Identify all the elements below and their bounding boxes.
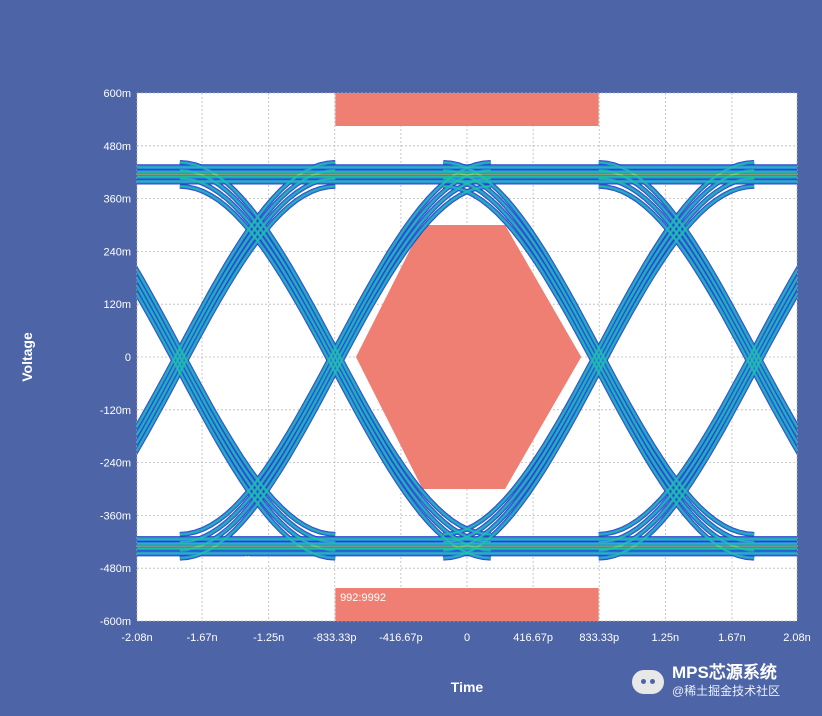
mask-center-hexagon <box>355 225 582 489</box>
x-tick-label: -416.67p <box>379 632 422 644</box>
watermark-sub: @稀土掘金技术社区 <box>672 684 781 698</box>
mask-bottom-bar <box>335 588 599 621</box>
eye-trace-falling <box>137 285 336 551</box>
x-tick-label: -1.67n <box>186 632 217 644</box>
eye-trace-falling <box>598 169 797 436</box>
eye-trace-falling <box>179 177 491 551</box>
y-tick-labels: 600m 480m 360m 240m 120m 0 -120m -240m -360m -480… <box>100 88 131 628</box>
mask-top-bar <box>335 93 599 126</box>
eye-trace-falling <box>179 161 491 535</box>
chart-annotation: Eye All Pass <box>216 555 278 567</box>
chart-annotation: 992:9992 <box>340 592 386 604</box>
x-tick-label: 1.25n <box>652 632 680 644</box>
x-tick-label: 2.08n <box>783 632 811 644</box>
eye-trace-falling <box>179 185 491 559</box>
eye-trace-falling <box>443 185 755 559</box>
y-tick-label: -120m <box>100 405 131 417</box>
y-tick-label: 240m <box>103 246 131 258</box>
x-tick-label: 0 <box>464 632 470 644</box>
x-tick-label: 1.67n <box>718 632 746 644</box>
y-tick-label: -360m <box>100 510 131 522</box>
y-tick-label: -480m <box>100 563 131 575</box>
y-tick-label: 0 <box>125 352 131 364</box>
x-axis-title: Time <box>451 679 484 695</box>
x-tick-label: 833.33p <box>579 632 619 644</box>
annotations: 992:9992 Eye All Pass <box>216 555 386 604</box>
eye-trace-falling <box>598 161 797 428</box>
mask-regions <box>335 93 599 621</box>
y-tick-label: 600m <box>103 88 131 100</box>
eye-trace-falling <box>179 169 491 543</box>
y-tick-label: 360m <box>103 194 131 206</box>
y-tick-label: -240m <box>100 458 131 470</box>
eye-trace-falling <box>137 269 336 535</box>
eye-trace-falling <box>598 185 797 452</box>
x-tick-label: -2.08n <box>121 632 152 644</box>
eye-trace-falling <box>443 169 755 543</box>
y-axis-title: Voltage <box>19 332 35 382</box>
eye-traces <box>137 160 797 561</box>
eye-trace-falling <box>137 277 336 543</box>
eye-trace-falling <box>443 161 755 535</box>
x-tick-labels: -2.08n -1.67n -1.25n -833.33p -416.67p 0 416.6… <box>121 632 810 644</box>
eye-trace-falling <box>443 177 755 551</box>
y-tick-label: 120m <box>103 299 131 311</box>
y-tick-label: -600m <box>100 616 131 628</box>
eye-trace-falling <box>137 292 336 559</box>
x-tick-label: -1.25n <box>253 632 284 644</box>
wechat-icon <box>632 670 664 694</box>
y-tick-label: 480m <box>103 141 131 153</box>
watermark-brand: MPS芯源系统 <box>672 663 777 682</box>
x-tick-label: 416.67p <box>513 632 553 644</box>
watermark: MPS芯源系统 @稀土掘金技术社区 <box>632 664 780 700</box>
x-tick-label: -833.33p <box>313 632 356 644</box>
eye-trace-falling <box>598 177 797 444</box>
